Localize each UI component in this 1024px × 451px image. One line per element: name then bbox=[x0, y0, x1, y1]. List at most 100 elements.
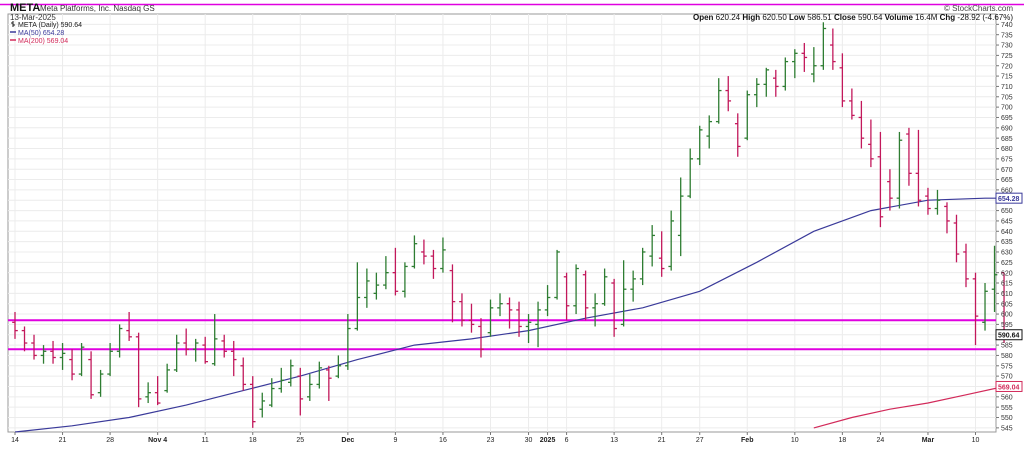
ohlc-bar bbox=[440, 237, 446, 273]
tag-box bbox=[995, 192, 1023, 204]
ohlc-bar bbox=[792, 49, 798, 79]
ohlc-bar bbox=[468, 303, 475, 333]
ohlc-bar bbox=[811, 47, 817, 83]
y-tick-label: 685 bbox=[1001, 136, 1013, 143]
ohlc-bar bbox=[668, 210, 674, 271]
ohlc-bar bbox=[373, 272, 380, 300]
legend-label: MA(50) 654.28 bbox=[18, 30, 64, 37]
ohlc-bar bbox=[164, 363, 170, 393]
y-tick-label: 575 bbox=[1001, 363, 1013, 370]
ohlc-bar bbox=[259, 392, 266, 418]
plot-frame bbox=[7, 13, 997, 433]
y-tick-label: 725 bbox=[1001, 53, 1013, 60]
ohlc-bar-icon bbox=[11, 21, 15, 27]
ohlc-bar bbox=[354, 262, 361, 331]
ohlc-bar bbox=[715, 78, 722, 124]
y-tick-label: 600 bbox=[1001, 312, 1013, 319]
ohlc-bar bbox=[335, 355, 342, 379]
ohlc-bar bbox=[801, 42, 808, 72]
ohlc-bar bbox=[287, 359, 294, 387]
x-tick-label: 13 bbox=[610, 437, 618, 444]
ohlc-bar bbox=[31, 334, 37, 360]
x-tick-label: Mar bbox=[922, 437, 935, 444]
ohlc-bar bbox=[202, 336, 208, 364]
ohlc-bar bbox=[753, 78, 760, 108]
ohlc-bar bbox=[478, 318, 484, 358]
y-tick-label: 635 bbox=[1001, 239, 1013, 246]
x-tick-label: 14 bbox=[11, 437, 19, 444]
ohlc-bar bbox=[915, 129, 922, 207]
x-tick-label: 21 bbox=[658, 437, 666, 444]
y-tick-label: 735 bbox=[1001, 32, 1013, 39]
ohlc-bar bbox=[630, 270, 636, 302]
x-tick-label: 21 bbox=[59, 437, 67, 444]
y-tick-label: 620 bbox=[1001, 270, 1013, 277]
watermark: © StockCharts.com bbox=[944, 4, 1013, 13]
ohlc-bar bbox=[706, 115, 713, 149]
ohlc-label: Volume bbox=[882, 13, 915, 22]
x-axis: 14 21 28 Nov 4 11 18 25 Dec 9 16 23 30 2025 6 13 21 27 Fe… bbox=[11, 432, 980, 444]
x-tick-label: 24 bbox=[877, 437, 885, 444]
ohlc-bar bbox=[820, 22, 827, 70]
ohlc-bar bbox=[506, 297, 513, 329]
y-tick-label: 695 bbox=[1001, 115, 1013, 122]
ohlc-bar bbox=[858, 100, 865, 149]
y-tick-label: 580 bbox=[1001, 353, 1013, 360]
ohlc-bar bbox=[211, 314, 218, 366]
y-tick-label: 615 bbox=[1001, 281, 1013, 288]
ohlc-bar bbox=[582, 270, 589, 321]
ohlc-bar bbox=[411, 235, 418, 269]
y-tick-label: 605 bbox=[1001, 301, 1013, 308]
y-tick-label: 715 bbox=[1001, 74, 1013, 81]
ohlc-bar bbox=[839, 53, 846, 108]
ohlc-bar bbox=[183, 328, 189, 356]
y-tick-label: 650 bbox=[1001, 208, 1013, 215]
ohlc-bar bbox=[677, 177, 684, 257]
ohlc-readout: Open 620.24 High 620.50 Low 586.51 Close… bbox=[693, 13, 1013, 22]
ohlc-bar bbox=[449, 264, 456, 323]
y-tick-label: 550 bbox=[1001, 415, 1013, 422]
symbol-title: META bbox=[10, 2, 40, 14]
x-tick-label: 27 bbox=[696, 437, 704, 444]
ma50-value-tag: 654.28 bbox=[995, 192, 1023, 204]
y-tick-label: 690 bbox=[1001, 125, 1013, 132]
y-tick-label: 670 bbox=[1001, 167, 1013, 174]
ohlc-bar bbox=[516, 301, 522, 337]
legend-label: META (Daily) 590.64 bbox=[18, 22, 82, 29]
ohlc-bar bbox=[982, 283, 988, 331]
ohlc-bar bbox=[345, 314, 351, 370]
chart-date: 13-Mar-2025 bbox=[10, 13, 56, 22]
x-tick-label: 11 bbox=[202, 437, 209, 444]
ohlc-bar bbox=[126, 311, 132, 341]
ohlc-bar bbox=[430, 249, 437, 279]
ohlc-bar bbox=[268, 378, 275, 408]
ohlc-bar bbox=[734, 113, 741, 157]
ohlc-bar bbox=[88, 351, 94, 399]
ohlc-value: 620.24 bbox=[716, 13, 741, 22]
ohlc-bar bbox=[497, 293, 503, 317]
ohlc-bar bbox=[535, 301, 541, 348]
ohlc-bar bbox=[972, 272, 979, 346]
y-tick-label: 665 bbox=[1001, 177, 1013, 184]
ohlc-bar bbox=[383, 256, 389, 290]
x-tick-label: 2025 bbox=[540, 437, 556, 444]
value-tags: 654.28 590.64 569.04 bbox=[995, 192, 1023, 392]
y-tick-label: 630 bbox=[1001, 250, 1013, 257]
ohlc-bar bbox=[145, 382, 151, 404]
ohlc-label: Low bbox=[787, 13, 807, 22]
y-tick-label: 730 bbox=[1001, 43, 1013, 50]
y-tick-label: 660 bbox=[1001, 187, 1013, 194]
tag-box bbox=[995, 380, 1023, 392]
ohlc-bar bbox=[21, 326, 28, 352]
ohlc-bar bbox=[744, 90, 751, 141]
ohlc-label: Chg bbox=[937, 13, 957, 22]
x-tick-label: 28 bbox=[106, 437, 114, 444]
y-tick-label: 680 bbox=[1001, 146, 1013, 153]
y-tick-label: 625 bbox=[1001, 260, 1013, 267]
x-tick-label: 18 bbox=[249, 437, 257, 444]
ohlc-bar bbox=[620, 260, 627, 327]
company-name: Meta Platforms, Inc. Nasdaq GS bbox=[40, 4, 155, 13]
legend-label: MA(200) 569.04 bbox=[18, 38, 68, 45]
ma200-value-tag: 569.04 bbox=[995, 380, 1023, 392]
ohlc-bar bbox=[487, 299, 494, 337]
